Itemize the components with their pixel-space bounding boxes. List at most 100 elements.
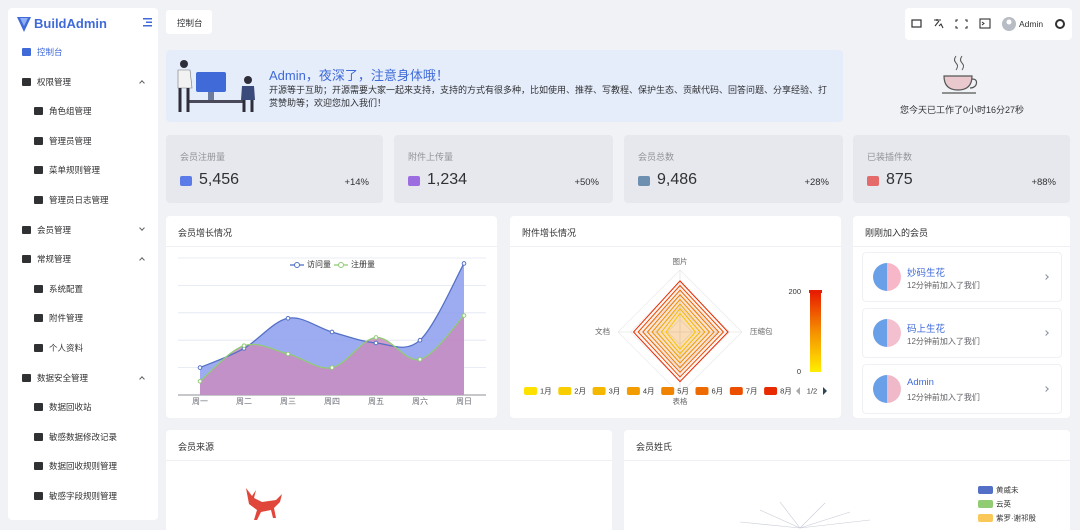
menu-icon — [34, 196, 43, 204]
terminal-icon[interactable] — [979, 18, 991, 29]
logo-icon-inner — [20, 18, 28, 26]
menu-item[interactable]: 数据回收规则管理 — [8, 456, 158, 476]
menu-item[interactable]: 敏感数据修改记录 — [8, 427, 158, 447]
logo-bar — [17, 17, 152, 32]
visual-map-handle — [809, 290, 822, 293]
person2-head — [244, 76, 252, 84]
menu-item[interactable]: 会员管理 — [8, 220, 158, 240]
collapse-icon[interactable] — [146, 21, 152, 24]
menu-item[interactable]: 常规管理 — [8, 249, 158, 269]
legend-icon — [978, 500, 993, 508]
menu-label[interactable]: 附件管理 — [49, 313, 84, 324]
menu-label[interactable]: 常规管理 — [37, 254, 72, 265]
card-title: 会员来源 — [178, 442, 215, 452]
menu-item[interactable]: 菜单规则管理 — [8, 160, 158, 180]
source-deer — [246, 488, 282, 520]
menu-label[interactable]: 数据回收站 — [49, 402, 92, 413]
menu-label[interactable]: 敏感数据修改记录 — [49, 431, 118, 442]
menu-label[interactable]: 管理员日志管理 — [49, 195, 109, 205]
cup-handle — [969, 78, 978, 89]
menu-label[interactable]: 角色组管理 — [49, 106, 92, 117]
menu-icon — [22, 77, 31, 86]
card-divider — [624, 460, 1070, 461]
menu-label[interactable]: 数据安全管理 — [37, 372, 89, 383]
member-item[interactable]: Admin 12分钟前加入了我们 — [862, 364, 1062, 414]
tab-label[interactable]: 控制台 — [177, 18, 203, 28]
tab[interactable]: 控制台 — [166, 10, 212, 34]
menu-icon — [22, 255, 31, 264]
menu-item[interactable]: 系统配置 — [8, 279, 158, 299]
logo-text: BuildAdmin — [34, 16, 107, 31]
menu-label[interactable]: 会员管理 — [37, 224, 72, 235]
menu-item[interactable]: 管理员管理 — [8, 131, 158, 151]
legend-icon — [294, 262, 300, 268]
collapse-icon[interactable] — [143, 18, 152, 20]
member-name[interactable]: 妙码生花 — [907, 268, 946, 279]
menu-label[interactable]: 控制台 — [37, 47, 63, 57]
user-name[interactable]: Admin — [1019, 19, 1044, 29]
menu-label[interactable]: 权限管理 — [37, 76, 72, 87]
legend-label: 1月 — [540, 386, 552, 395]
settings-icon[interactable] — [1055, 19, 1065, 29]
legend-icon — [524, 387, 537, 395]
person2-legs — [242, 100, 254, 112]
point — [197, 365, 203, 370]
member-avatar — [873, 263, 901, 291]
screen-icon[interactable] — [911, 19, 922, 28]
menu-label[interactable]: 系统配置 — [49, 283, 84, 294]
member-item[interactable]: 码上生花 12分钟前加入了我们 — [862, 308, 1062, 358]
avatar-head — [1006, 19, 1012, 25]
stat-card: 已装插件数 875 +88% — [853, 135, 1070, 203]
toolbar: Admin — [905, 8, 1072, 40]
member-name[interactable]: Admin — [907, 377, 934, 388]
chart-card: 会员姓氏 — [624, 430, 1070, 530]
work-time: 您今天已工作了0小时16分27秒 — [900, 105, 1025, 115]
menu-label[interactable]: 菜单规则管理 — [49, 165, 101, 176]
member-avatar — [873, 319, 901, 347]
menu-label[interactable]: 敏感字段规则管理 — [49, 491, 118, 501]
menu-item[interactable]: 数据安全管理 — [8, 368, 158, 388]
fullscreen-icon[interactable] — [955, 19, 968, 29]
menu-label[interactable]: 数据回收规则管理 — [49, 461, 118, 472]
menu-label[interactable]: 管理员管理 — [49, 135, 92, 146]
collapse-icon[interactable] — [143, 25, 152, 27]
card-title: 会员姓氏 — [636, 442, 673, 452]
menu-item[interactable]: 个人资料 — [8, 338, 158, 358]
visual-map-label: 200 — [788, 287, 801, 296]
member-time: 12分钟前加入了我们 — [907, 393, 980, 402]
stat-value: 9,486 — [657, 171, 698, 188]
menu-icon — [22, 373, 31, 382]
menu-icon — [34, 284, 43, 293]
card-divider — [510, 246, 841, 247]
legend-icon — [695, 387, 709, 395]
person-head — [180, 60, 188, 68]
point — [329, 365, 335, 370]
menu-item[interactable]: 附件管理 — [8, 308, 158, 328]
x-tick-label: 周三 — [280, 397, 296, 406]
menu-label[interactable]: 个人资料 — [49, 343, 84, 353]
legend-label: 6月 — [712, 386, 724, 395]
lang-icon[interactable] — [934, 19, 944, 29]
legend-label: 7月 — [746, 386, 758, 395]
radar-indicator: 表格 — [673, 396, 688, 406]
menu-item[interactable]: 角色组管理 — [8, 101, 158, 121]
member-name[interactable]: 码上生花 — [907, 324, 946, 335]
member-item[interactable]: 妙码生花 12分钟前加入了我们 — [862, 252, 1062, 302]
menu-item[interactable]: 权限管理 — [8, 72, 158, 92]
stat-icon — [408, 176, 420, 186]
legend-label: 紫罗·谢祁殷 — [996, 512, 1036, 522]
menu-item[interactable]: 控制台 — [8, 42, 158, 62]
menu-item[interactable]: 数据回收站 — [8, 397, 158, 417]
monitor-stand — [208, 92, 214, 100]
menu-item[interactable]: 敏感字段规则管理 — [8, 486, 158, 506]
person-body — [177, 69, 193, 89]
cup — [943, 75, 973, 91]
welcome-illustration — [177, 60, 255, 112]
menu-item[interactable]: 管理员日志管理 — [8, 190, 158, 210]
legend-prev — [796, 387, 800, 395]
radar-series — [637, 284, 725, 378]
legend-label: 4月 — [643, 386, 655, 395]
radar-series — [651, 298, 711, 364]
point — [417, 337, 423, 343]
